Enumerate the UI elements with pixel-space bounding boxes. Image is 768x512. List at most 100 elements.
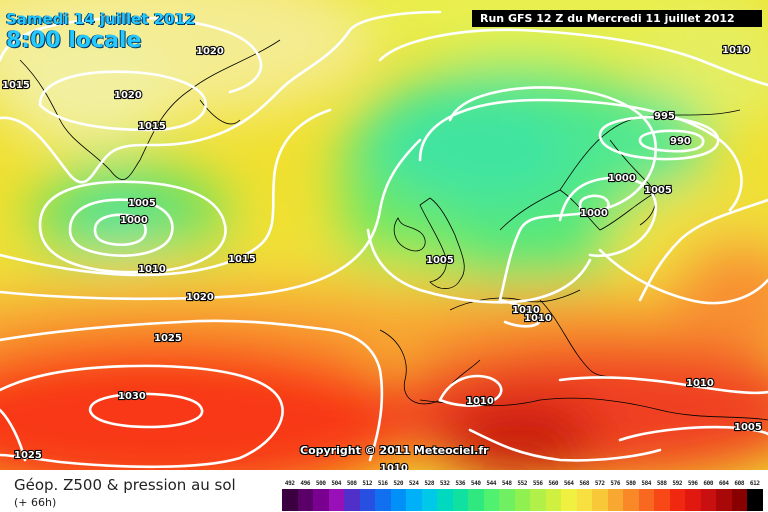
isobar-label: 1010 <box>138 264 166 275</box>
legend-entry: 604 <box>716 479 732 511</box>
legend-label: 576 <box>610 480 621 487</box>
legend-swatch <box>607 489 623 511</box>
isobar-label: 1020 <box>196 46 224 57</box>
legend-swatch <box>731 489 747 511</box>
legend-entry: 568 <box>576 479 592 511</box>
legend-swatch <box>468 489 484 511</box>
legend-swatch <box>530 489 546 511</box>
legend-swatch <box>545 489 561 511</box>
legend-entry: 508 <box>344 479 360 511</box>
legend-swatch <box>685 489 701 511</box>
legend-label: 508 <box>346 480 357 487</box>
legend-entry: 536 <box>452 479 468 511</box>
legend-entry: 612 <box>747 479 763 511</box>
valid-time: 8:00 locale <box>6 28 142 53</box>
legend-swatch <box>499 489 515 511</box>
legend-swatch <box>638 489 654 511</box>
footer-bar: Géop. Z500 & pression au sol (+ 66h) 492… <box>0 470 768 512</box>
legend-label: 536 <box>455 480 466 487</box>
legend-label: 520 <box>393 480 404 487</box>
isobar-label: 1010 <box>380 463 408 470</box>
isobar-label: 1010 <box>512 305 540 316</box>
isobar-label: 1020 <box>114 90 142 101</box>
legend-label: 500 <box>315 480 326 487</box>
legend-entry: 524 <box>406 479 422 511</box>
legend-entry: 512 <box>359 479 375 511</box>
legend-entry: 572 <box>592 479 608 511</box>
isobar-label: 1005 <box>734 422 762 433</box>
legend-entry: 584 <box>638 479 654 511</box>
legend-entry: 556 <box>530 479 546 511</box>
legend-entry: 560 <box>545 479 561 511</box>
legend-entry: 544 <box>483 479 499 511</box>
legend-swatch <box>483 489 499 511</box>
legend-label: 600 <box>703 480 714 487</box>
geopotential-field <box>0 0 768 470</box>
legend-label: 608 <box>734 480 745 487</box>
legend-entry: 532 <box>437 479 453 511</box>
legend-entry: 548 <box>499 479 515 511</box>
isobar-label: 1015 <box>2 80 30 91</box>
legend-label: 532 <box>439 480 450 487</box>
legend-label: 592 <box>672 480 683 487</box>
isobar-label: 1010 <box>686 378 714 389</box>
legend-entry: 564 <box>561 479 577 511</box>
legend-swatch <box>716 489 732 511</box>
isobar-label: 995 <box>654 111 675 122</box>
legend-label: 580 <box>625 480 636 487</box>
legend-entry: 540 <box>468 479 484 511</box>
legend-entry: 552 <box>514 479 530 511</box>
legend-swatch <box>592 489 608 511</box>
valid-date: Samedi 14 juillet 2012 <box>6 10 196 28</box>
legend-swatch <box>452 489 468 511</box>
isobar-label: 1000 <box>580 208 608 219</box>
isobar-label: 1005 <box>128 198 156 209</box>
legend-label: 612 <box>749 480 760 487</box>
legend-label: 560 <box>548 480 559 487</box>
legend-label: 552 <box>517 480 528 487</box>
isobar-label: 1015 <box>228 254 256 265</box>
legend-entry: 500 <box>313 479 329 511</box>
legend-entry: 608 <box>731 479 747 511</box>
isobar-label: 1020 <box>186 292 214 303</box>
legend-swatch <box>344 489 360 511</box>
isobar-label: 990 <box>670 136 691 147</box>
legend-swatch <box>576 489 592 511</box>
legend-label: 564 <box>563 480 574 487</box>
legend-swatch <box>514 489 530 511</box>
chart-parameter-title: Géop. Z500 & pression au sol <box>14 476 236 494</box>
isobars <box>0 10 768 469</box>
legend-label: 492 <box>284 480 295 487</box>
legend-swatch <box>747 489 763 511</box>
legend-label: 504 <box>331 480 342 487</box>
legend-label: 556 <box>532 480 543 487</box>
legend-entry: 580 <box>623 479 639 511</box>
legend-swatch <box>437 489 453 511</box>
legend-label: 496 <box>300 480 311 487</box>
legend-entry: 600 <box>700 479 716 511</box>
legend-label: 528 <box>424 480 435 487</box>
legend-swatch <box>421 489 437 511</box>
legend-label: 584 <box>641 480 652 487</box>
legend-entry: 576 <box>607 479 623 511</box>
legend-entry: 596 <box>685 479 701 511</box>
legend-swatch <box>623 489 639 511</box>
legend-label: 596 <box>687 480 698 487</box>
isobar-label: 1005 <box>426 255 454 266</box>
isobar-label: 1025 <box>14 450 42 461</box>
forecast-step: (+ 66h) <box>14 496 57 509</box>
legend-swatch <box>406 489 422 511</box>
isobar-label: 1010 <box>466 396 494 407</box>
legend-swatch <box>700 489 716 511</box>
legend-label: 572 <box>594 480 605 487</box>
isobar-labels: 1020 1015 1020 1015 1005 1000 1010 1015 … <box>1 44 763 470</box>
legend-swatch <box>375 489 391 511</box>
legend-label: 604 <box>718 480 729 487</box>
legend-swatch <box>313 489 329 511</box>
legend-label: 512 <box>362 480 373 487</box>
legend-swatch <box>359 489 375 511</box>
legend-swatch <box>282 489 298 511</box>
legend-swatch <box>390 489 406 511</box>
legend-swatch <box>654 489 670 511</box>
